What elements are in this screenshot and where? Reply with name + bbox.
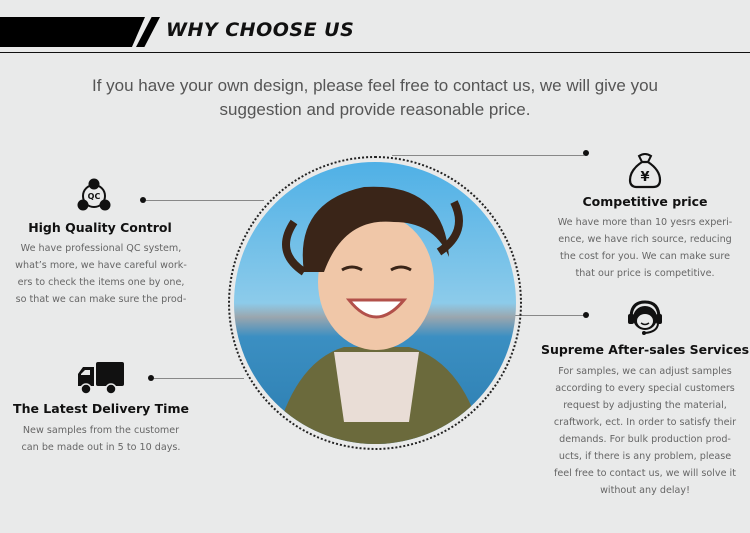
money-bag-yen-icon: ¥ <box>627 152 663 190</box>
headset-support-icon <box>627 300 663 336</box>
connector-dot <box>583 150 589 156</box>
connector-dot <box>148 375 154 381</box>
qc-icon: QC <box>76 178 112 214</box>
feature-text: For samples, we can adjust samples accor… <box>553 366 737 496</box>
svg-text:¥: ¥ <box>640 170 649 185</box>
svg-text:QC: QC <box>88 192 101 201</box>
feature-text: We have professional QC system, what’s m… <box>15 243 187 305</box>
feature-text: We have more than 10 yesrs experi- ence,… <box>557 217 733 279</box>
section-title: WHY CHOOSE US <box>166 19 355 41</box>
connector-dot <box>140 197 146 203</box>
child-photo <box>234 162 516 444</box>
feature-title: Supreme After-sales Services <box>540 342 750 357</box>
feature-title: Competitive price <box>582 194 708 209</box>
connector-dot <box>583 312 589 318</box>
connector-line <box>146 200 264 201</box>
header-bar <box>0 17 145 47</box>
header-divider <box>0 52 750 53</box>
truck-icon <box>76 360 126 396</box>
feature-title: High Quality Control <box>28 220 172 235</box>
connector-line <box>154 378 244 379</box>
connector-line <box>512 315 584 316</box>
feature-title: The Latest Delivery Time <box>13 401 189 416</box>
photo-ring <box>228 156 522 450</box>
connector-line <box>392 155 584 156</box>
feature-text: New samples from the customer can be mad… <box>21 425 181 453</box>
intro-text: If you have your own design, please feel… <box>91 76 659 119</box>
